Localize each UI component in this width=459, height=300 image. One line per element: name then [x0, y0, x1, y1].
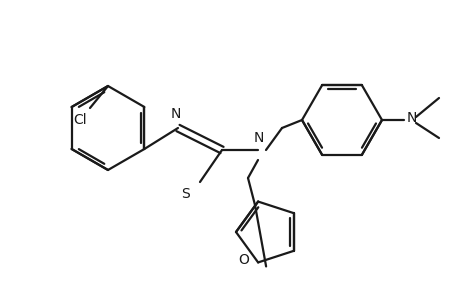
Text: N: N: [170, 107, 181, 121]
Text: O: O: [238, 254, 249, 267]
Text: N: N: [406, 111, 416, 125]
Text: S: S: [181, 187, 190, 201]
Text: Cl: Cl: [73, 113, 87, 127]
Text: N: N: [253, 131, 263, 145]
